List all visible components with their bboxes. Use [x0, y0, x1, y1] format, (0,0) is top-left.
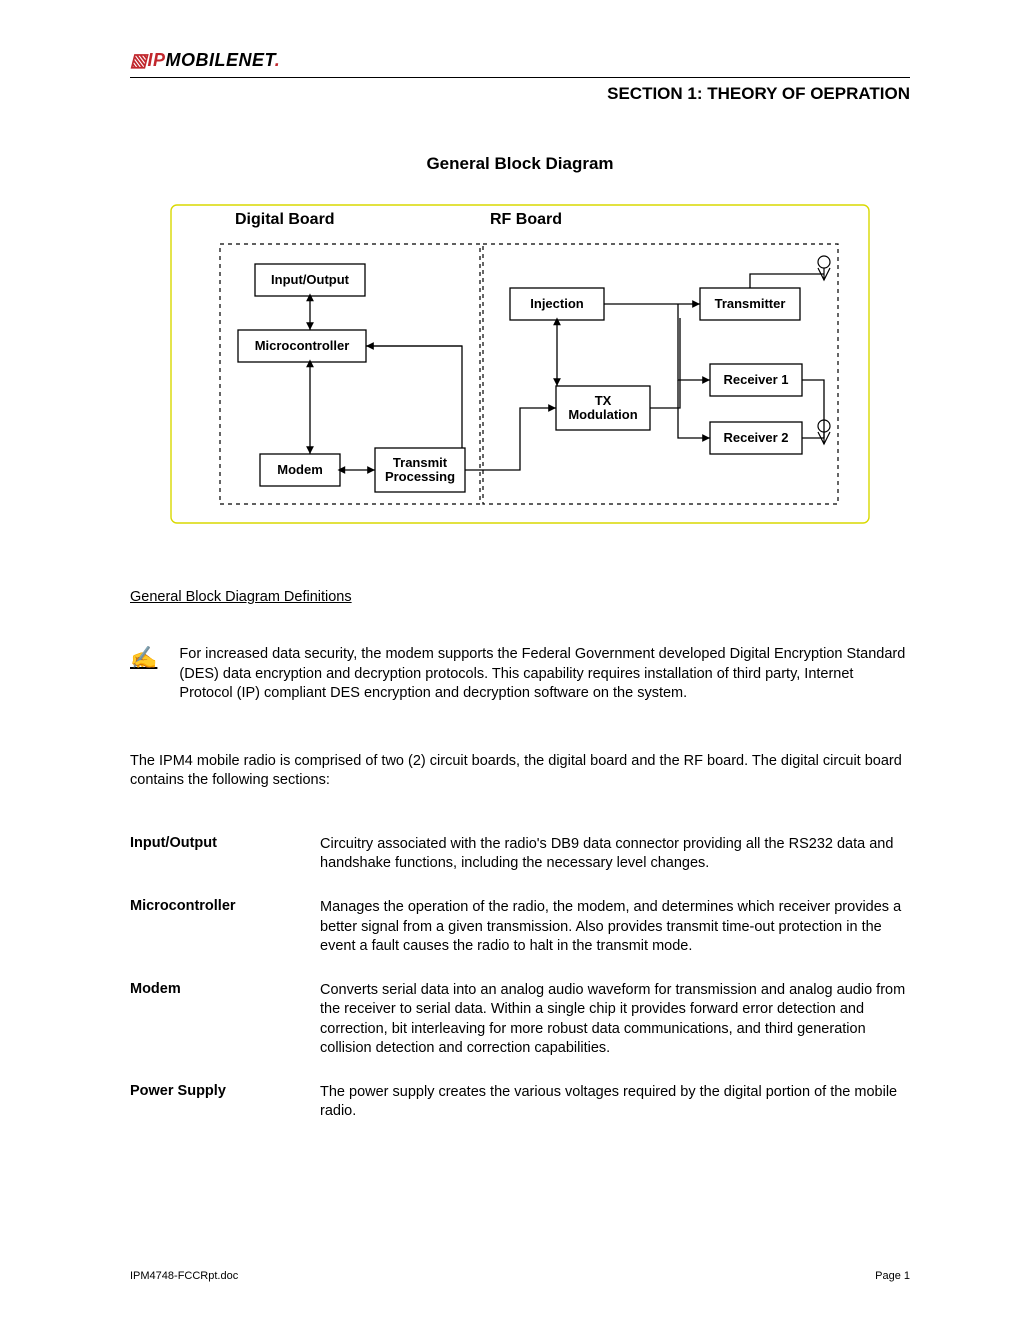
svg-text:RF Board: RF Board	[490, 211, 562, 228]
definitions-list: Input/OutputCircuitry associated with th…	[130, 835, 910, 1122]
svg-text:Transmit: Transmit	[393, 455, 448, 470]
note-text: For increased data security, the modem s…	[179, 645, 910, 704]
definition-row: ModemConverts serial data into an analog…	[130, 981, 910, 1059]
svg-text:Injection: Injection	[530, 296, 584, 311]
header-rule	[130, 77, 910, 78]
definition-term: Input/Output	[130, 835, 320, 874]
footer-filename: IPM4748-FCCRpt.doc	[130, 1270, 238, 1282]
definition-row: Input/OutputCircuitry associated with th…	[130, 835, 910, 874]
definition-description: The power supply creates the various vol…	[320, 1083, 910, 1122]
company-logo: ▧IPMOBILENET.	[130, 50, 910, 71]
svg-text:TX: TX	[595, 393, 612, 408]
svg-text:Input/Output: Input/Output	[271, 272, 350, 287]
footer-page-number: Page 1	[875, 1270, 910, 1282]
definition-term: Microcontroller	[130, 898, 320, 957]
svg-text:Processing: Processing	[385, 469, 455, 484]
definition-description: Circuitry associated with the radio's DB…	[320, 835, 910, 874]
note-icon: ✍	[130, 645, 157, 704]
svg-text:Transmitter: Transmitter	[715, 296, 786, 311]
block-diagram: Digital Board RF Board Input/Output Microco…	[170, 204, 870, 529]
svg-text:Receiver 1: Receiver 1	[723, 372, 788, 387]
definition-description: Converts serial data into an analog audi…	[320, 981, 910, 1059]
definition-term: Modem	[130, 981, 320, 1059]
definition-row: Power SupplyThe power supply creates the…	[130, 1083, 910, 1122]
security-note: ✍ For increased data security, the modem…	[130, 645, 910, 704]
section-title: SECTION 1: THEORY OF OEPRATION	[130, 84, 910, 104]
definition-row: MicrocontrollerManages the operation of …	[130, 898, 910, 957]
svg-text:Receiver 2: Receiver 2	[723, 430, 788, 445]
svg-text:Digital Board: Digital Board	[235, 211, 335, 228]
svg-text:Modulation: Modulation	[568, 407, 637, 422]
page-footer: IPM4748-FCCRpt.doc Page 1	[130, 1270, 910, 1282]
svg-text:Modem: Modem	[277, 462, 323, 477]
diagram-title: General Block Diagram	[130, 154, 910, 174]
definitions-heading: General Block Diagram Definitions	[130, 589, 910, 605]
definition-description: Manages the operation of the radio, the …	[320, 898, 910, 957]
definition-term: Power Supply	[130, 1083, 320, 1122]
svg-text:Microcontroller: Microcontroller	[255, 338, 350, 353]
intro-paragraph: The IPM4 mobile radio is comprised of tw…	[130, 752, 910, 791]
